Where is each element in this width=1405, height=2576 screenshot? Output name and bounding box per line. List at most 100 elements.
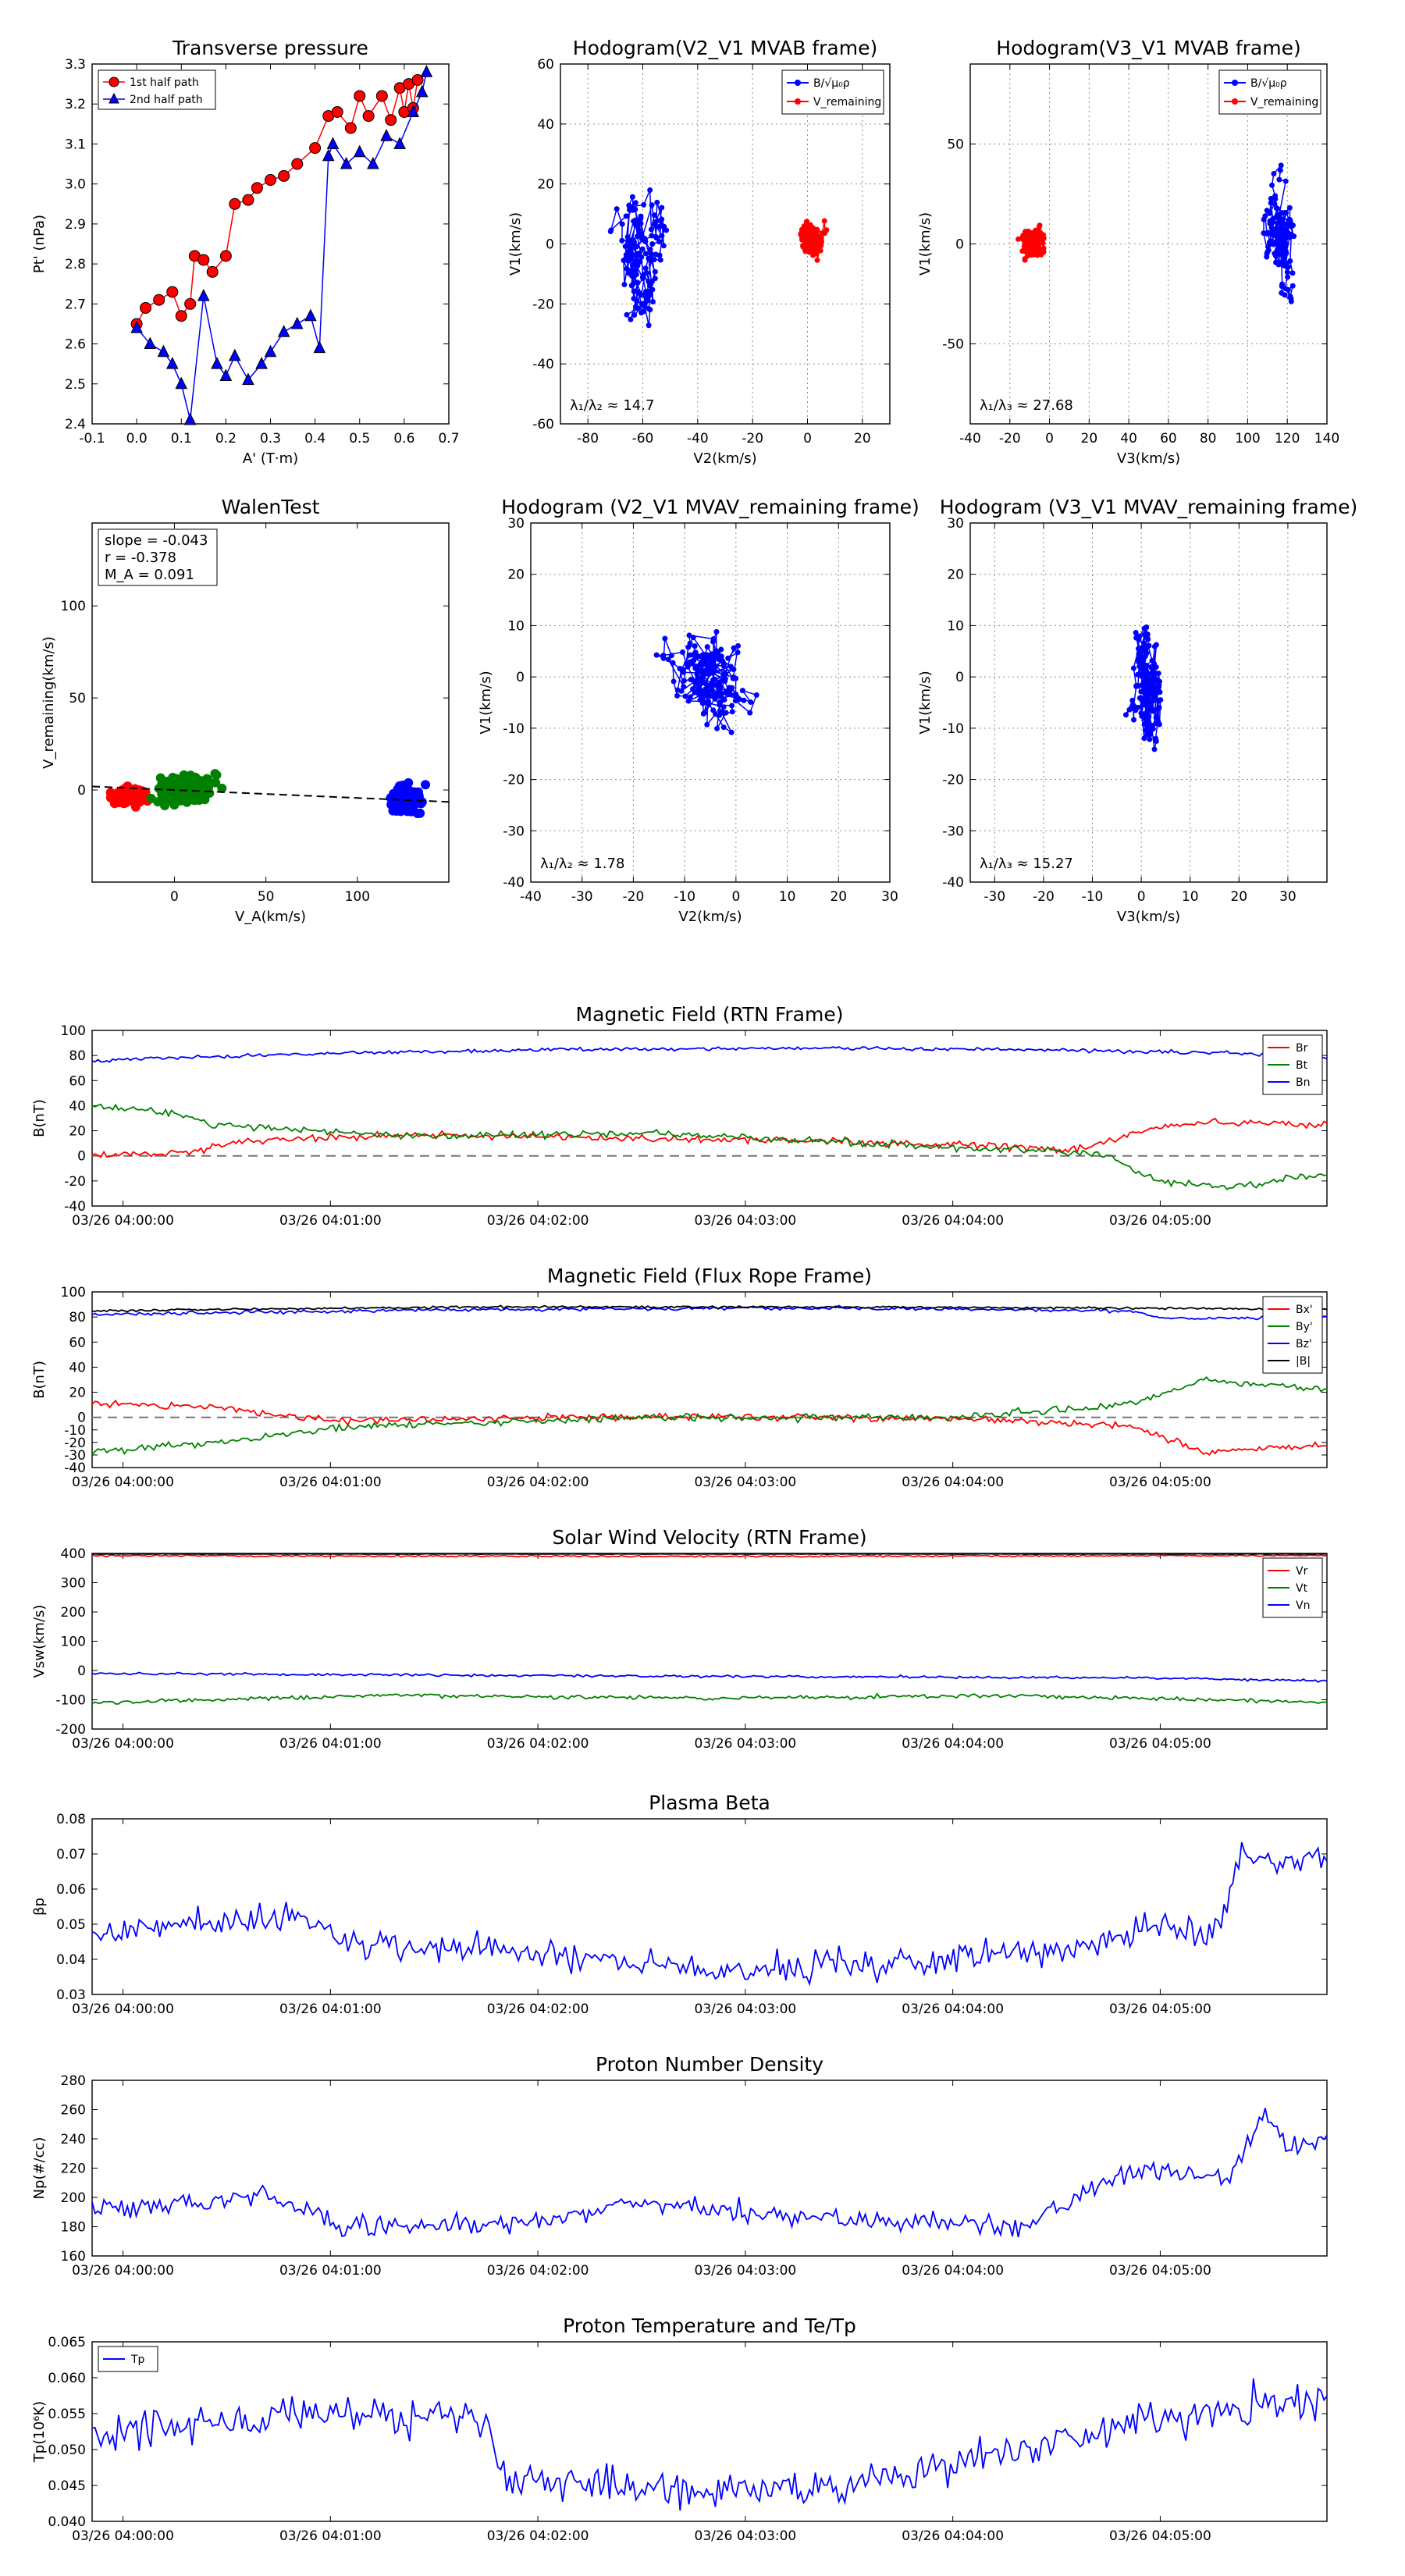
data-point [344, 122, 357, 134]
y-tick-label: 30 [507, 516, 525, 532]
hodogram-point [1152, 692, 1158, 698]
hodogram-point [1277, 167, 1283, 173]
y-tick-label: 0 [77, 1149, 86, 1165]
x-tick-label: 03/26 04:02:00 [487, 1736, 589, 1752]
y-tick-label: 60 [537, 57, 554, 73]
hodogram-point [629, 262, 635, 269]
hodogram-point [665, 656, 671, 663]
y-axis-label: V1(km/s) [478, 671, 494, 734]
hodogram-point [706, 699, 712, 705]
walen-point [210, 769, 220, 779]
y-axis-label: βp [31, 1898, 48, 1916]
hodogram-point [747, 710, 753, 716]
hodogram-point [821, 230, 827, 237]
series-By' [91, 1376, 1328, 1456]
hodogram-point [1144, 650, 1150, 656]
x-tick-label: 03/26 04:05:00 [1109, 2001, 1211, 2017]
hodogram-point [654, 218, 660, 224]
hodogram-point [628, 204, 634, 210]
y-tick-label: 20 [69, 1386, 86, 1401]
plot-frame [91, 2341, 1328, 2522]
hodogram-point [1156, 684, 1162, 690]
series-beta [91, 1841, 1328, 1987]
plot-frame [560, 63, 891, 425]
eigenvalue-ratio: λ₁/λ₂ ≈ 14.7 [570, 397, 654, 414]
y-tick-label: 40 [537, 117, 554, 133]
walen-point [146, 793, 156, 803]
y-tick-label: 100 [61, 1635, 86, 1650]
hodogram-point [1154, 716, 1160, 722]
hodogram-point [640, 276, 646, 282]
x-tick-label: 0 [1045, 431, 1054, 447]
y-axis-label: V1(km/s) [507, 212, 524, 276]
x-tick-label: 03/26 04:00:00 [72, 1213, 174, 1229]
y-tick-label: 0.040 [48, 2514, 86, 2530]
legend-label: By' [1296, 1321, 1313, 1333]
x-tick-label: 60 [1160, 431, 1177, 447]
walen-point [192, 794, 202, 804]
series-Tp [91, 2378, 1328, 2511]
hodogram-point [1280, 259, 1286, 265]
x-tick-label: 03/26 04:04:00 [902, 2001, 1004, 2017]
y-tick-label: 0 [516, 670, 525, 685]
hodogram-point [704, 721, 710, 728]
walen-point [188, 782, 198, 792]
data-point [393, 137, 406, 149]
data-point [251, 182, 263, 194]
panel-title: Hodogram (V3_V1 MVAV_remaining frame) [940, 496, 1358, 518]
y-axis-label: Np(#/cc) [31, 2137, 48, 2200]
plot-frame [91, 63, 450, 425]
hodogram-point [624, 265, 630, 272]
hodogram-point [686, 632, 692, 639]
hodogram-point [727, 664, 734, 670]
x-tick-label: 03/26 04:02:00 [487, 1213, 589, 1229]
x-tick-label: -30 [571, 889, 593, 905]
stats-text: r = -0.378 [105, 550, 176, 566]
data-point [242, 372, 254, 386]
plot-frame [969, 63, 1328, 425]
hodogram-point [1272, 193, 1279, 199]
y-tick-label: -40 [942, 875, 964, 891]
hodogram-point [659, 233, 665, 239]
data-point [255, 357, 268, 369]
x-tick-label: -10 [1082, 889, 1104, 905]
x-tick-label: 03/26 04:00:00 [72, 2001, 174, 2017]
legend-label: 1st half path [130, 76, 199, 89]
panel-b_fr: Magnetic Field (Flux Rope Frame) 03/26 04… [31, 1265, 1328, 1490]
x-tick-label: 03/26 04:03:00 [695, 2001, 797, 2017]
data-point [420, 65, 433, 77]
hodogram-point [632, 217, 638, 223]
hodogram-point [720, 724, 727, 731]
hodogram-point [1015, 236, 1021, 242]
hodogram-point [628, 316, 634, 322]
x-tick-label: 03/26 04:01:00 [279, 1736, 382, 1752]
walen-point [105, 788, 116, 798]
hodogram-point [1286, 234, 1293, 240]
hodogram-point [662, 635, 668, 642]
x-tick-label: 03/26 04:02:00 [487, 1475, 589, 1490]
hodogram-point [648, 226, 654, 233]
y-tick-label: 20 [69, 1124, 86, 1140]
x-tick-label: 03/26 04:05:00 [1109, 1213, 1211, 1229]
y-tick-label: 20 [507, 568, 525, 583]
legend-box [1262, 1296, 1323, 1374]
hodogram-point [634, 304, 640, 311]
hodogram-point [814, 246, 820, 252]
hodogram-point [1148, 722, 1154, 728]
data-point [380, 129, 393, 141]
hodogram-point [810, 225, 816, 231]
hodogram-point [1147, 736, 1153, 742]
x-tick-label: 03/26 04:02:00 [487, 2263, 589, 2279]
hodogram-point [1264, 249, 1271, 255]
x-tick-label: -10 [674, 889, 695, 905]
hodogram-point [1030, 230, 1036, 237]
y-tick-label: 100 [61, 1023, 86, 1039]
plot-frame [91, 1818, 1328, 1995]
panel-title: Plasma Beta [649, 1791, 770, 1814]
data-point [415, 84, 429, 98]
hodogram-point [677, 666, 683, 672]
x-tick-label: 03/26 04:01:00 [279, 2528, 382, 2544]
hodogram-point [1130, 665, 1136, 671]
hodogram-point [720, 696, 727, 703]
hodogram-point [683, 660, 689, 667]
